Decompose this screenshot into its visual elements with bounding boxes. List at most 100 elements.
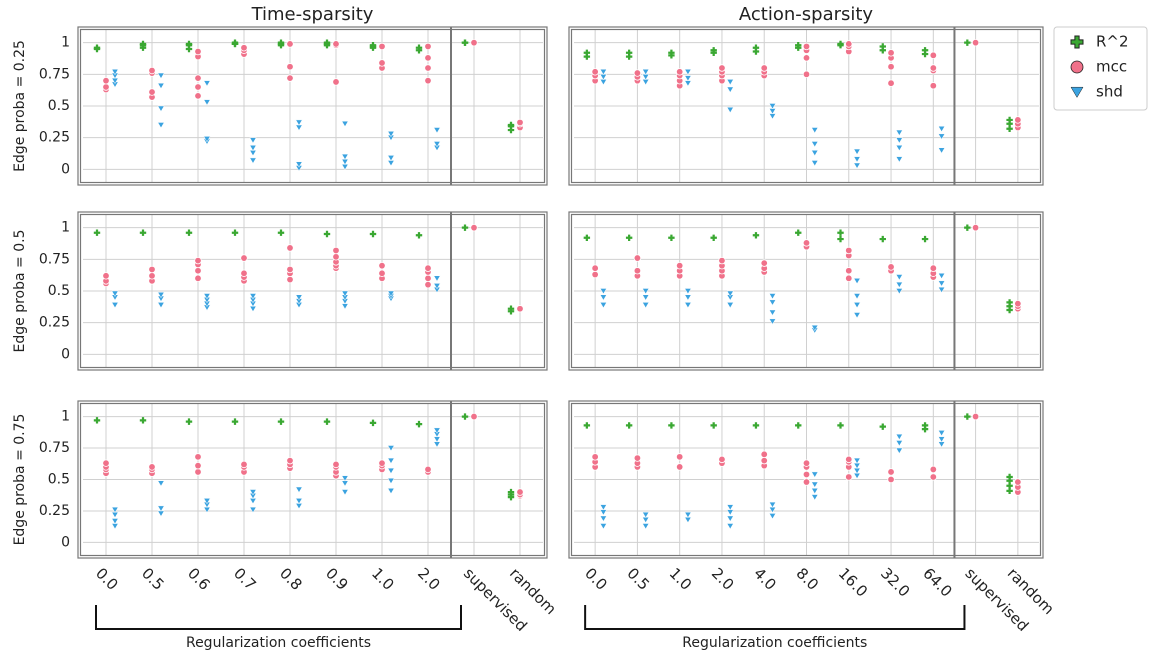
mcc-point <box>971 412 980 421</box>
r2-point <box>415 420 423 428</box>
shd-point <box>157 291 165 299</box>
shd-point <box>341 489 349 496</box>
r2-point <box>369 230 377 238</box>
mcc-point <box>332 78 340 86</box>
shd-point <box>937 272 946 280</box>
mcc-point <box>633 267 642 275</box>
mcc-point <box>240 269 248 277</box>
shd-point <box>811 488 819 495</box>
mcc-point <box>633 69 642 77</box>
shd-point <box>341 120 349 128</box>
mcc-point <box>194 267 202 275</box>
shd-point <box>853 148 861 155</box>
mcc-point <box>148 88 156 96</box>
x-tick-label: 0.5 <box>623 564 653 594</box>
shd-point <box>249 137 257 144</box>
r2-point <box>837 235 844 243</box>
shd-point <box>726 523 734 530</box>
mcc-point <box>929 465 938 474</box>
r2-point <box>507 121 515 129</box>
mcc-point <box>378 42 386 51</box>
shd-point <box>726 515 734 522</box>
mcc-point <box>675 261 684 270</box>
mcc-point <box>802 470 811 479</box>
y-tick-label: 0.5 <box>48 98 70 114</box>
mcc-point <box>516 488 524 496</box>
shd-point <box>642 288 650 295</box>
shd-point <box>111 506 119 514</box>
mcc-point <box>1014 478 1022 486</box>
mcc-point <box>1014 299 1022 308</box>
mcc-point <box>887 49 895 57</box>
shd-point <box>811 150 819 157</box>
x-tick-label: 16.0 <box>835 564 871 600</box>
r2-point <box>837 422 844 429</box>
mcc-point <box>675 463 684 471</box>
mcc-point <box>845 267 853 275</box>
r2-point <box>879 43 886 50</box>
shd-point <box>387 488 395 495</box>
r2-point <box>507 488 515 496</box>
mcc-point <box>194 256 202 265</box>
r2-point <box>583 234 591 242</box>
mcc-point <box>194 453 202 461</box>
shd-point <box>811 481 819 488</box>
shd-point <box>295 498 303 505</box>
shd-point <box>937 133 946 140</box>
mcc-point <box>802 54 811 62</box>
r2-point <box>231 418 239 425</box>
y-tick-label: 1 <box>61 409 70 425</box>
mcc-point <box>194 468 202 476</box>
shd-point <box>599 523 608 530</box>
r2-point <box>625 234 633 242</box>
panel-frame <box>77 26 548 186</box>
shd-point <box>768 318 777 325</box>
shd-point <box>203 99 211 106</box>
mcc-point <box>378 269 386 277</box>
shd-point <box>684 288 692 295</box>
mcc-point <box>591 453 599 461</box>
y-tick-label: 0.25 <box>39 315 70 331</box>
x-tick-label: 1.0 <box>368 564 398 594</box>
mcc-point <box>887 263 895 271</box>
panel-frame <box>568 211 1044 371</box>
x-tick-label: 0.0 <box>92 564 122 594</box>
r2-point <box>879 47 886 54</box>
x-tick-label: 0.8 <box>276 564 306 594</box>
mcc-point <box>845 246 853 255</box>
r2-point <box>1006 120 1013 127</box>
r2-point <box>323 40 331 48</box>
mcc-point <box>802 70 811 79</box>
r2-point <box>277 39 285 46</box>
shd-point <box>387 131 395 138</box>
shd-point <box>937 147 946 154</box>
legend-marker <box>1070 35 1084 49</box>
shd-point <box>111 290 119 297</box>
y-tick-label: 0.25 <box>39 130 70 146</box>
shd-point <box>433 283 441 290</box>
shd-point <box>203 498 211 505</box>
y-tick-label: 0.75 <box>39 66 70 82</box>
panel-frame <box>568 400 1044 559</box>
shd-point <box>249 506 257 514</box>
shd-point <box>203 80 211 87</box>
r2-point <box>1006 125 1013 132</box>
mcc-point <box>286 265 294 274</box>
shd-point <box>157 480 165 487</box>
shd-point <box>853 312 861 319</box>
mcc-point <box>424 465 432 474</box>
shd-point <box>937 436 946 443</box>
mcc-point <box>633 254 642 262</box>
shd-point <box>853 162 861 169</box>
shd-point <box>599 68 608 76</box>
mcc-point <box>102 83 110 91</box>
r2-point <box>277 229 285 236</box>
r2-point <box>879 423 886 430</box>
r2-point <box>752 48 760 55</box>
mcc-point <box>194 83 202 91</box>
mcc-point <box>148 463 156 471</box>
r2-point <box>710 422 717 429</box>
mcc-point <box>516 118 524 127</box>
mcc-point <box>424 64 432 72</box>
y-tick-label: 1 <box>61 35 70 51</box>
